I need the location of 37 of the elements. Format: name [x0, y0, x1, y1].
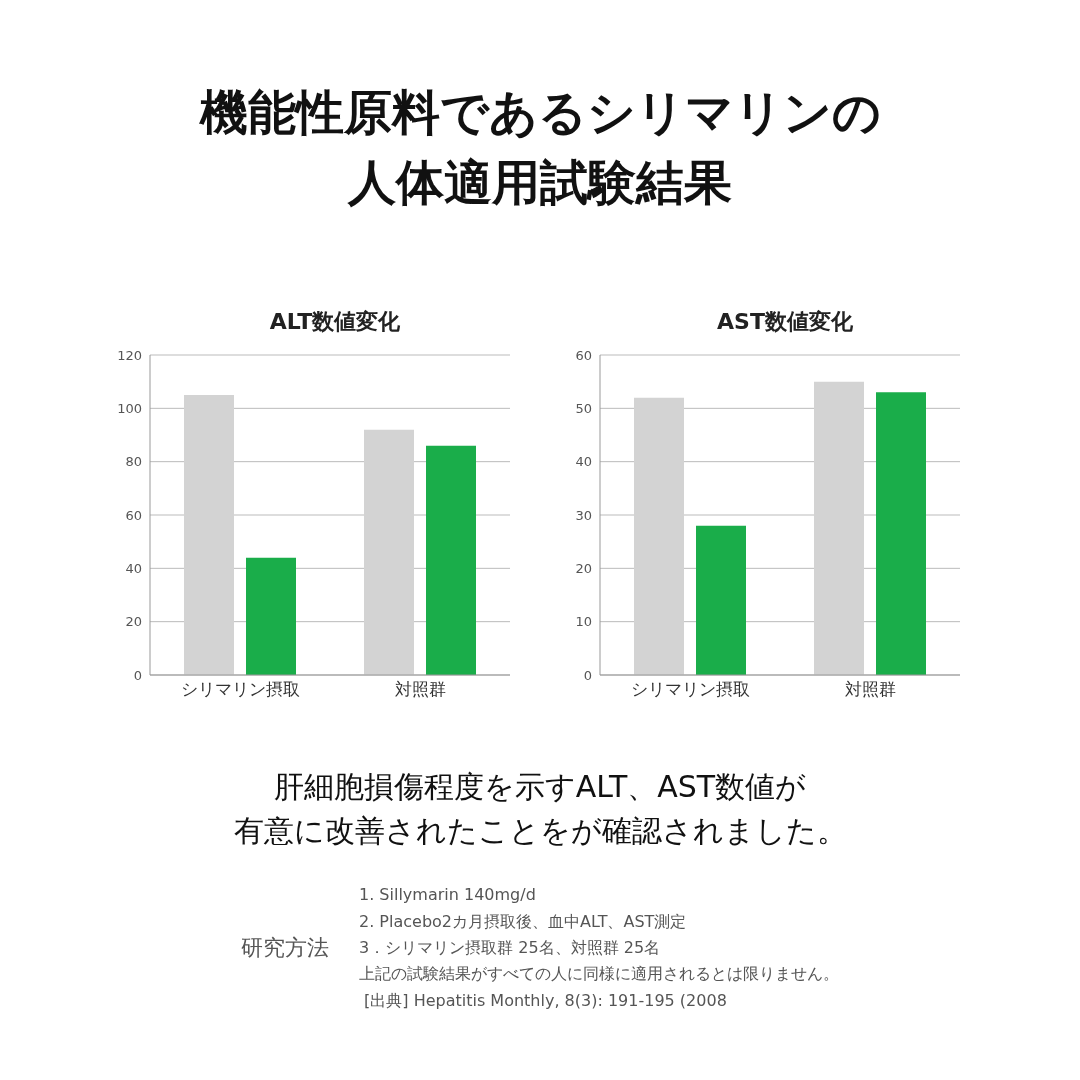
text: 上記の試験結果がすべての人に同様に適用されるとは限りません。 — [359, 963, 839, 986]
y-tick-label: 60 — [575, 347, 592, 363]
y-tick-label: 0 — [583, 667, 592, 683]
x-tick-label: シリマリン摂取 — [180, 679, 300, 700]
chart-title: ALT数値変化 — [268, 308, 401, 337]
y-tick-label: 60 — [125, 507, 142, 523]
bar — [634, 397, 684, 676]
x-tick-label: 対照群 — [844, 679, 896, 700]
y-tick-label: 80 — [125, 454, 142, 470]
text: [出典] Hepatitis Monthly, 8(3): 191-195 (2008 — [363, 989, 728, 1012]
y-tick-label: 10 — [575, 614, 592, 630]
text: 2. Placebo2カ月摂取後、血中ALT、AST測定 — [359, 910, 688, 933]
y-tick-label: 0 — [133, 667, 142, 683]
y-tick-label: 40 — [125, 561, 142, 577]
x-tick-label: 対照群 — [394, 679, 446, 700]
bar — [184, 395, 234, 676]
bar — [246, 557, 296, 676]
text: 機能性原料であるシリマリンの人体適用試験結果 — [198, 83, 882, 212]
text: 有意に改善されたことをが確認されました。 — [233, 811, 847, 850]
text: 1. Sillymarin 140mg/d — [359, 884, 537, 907]
text: 肝細胞損傷程度を示すALT、AST数値が — [273, 768, 807, 807]
y-tick-label: 120 — [117, 347, 142, 363]
bar — [876, 392, 926, 676]
chart-title: AST数値変化 — [716, 308, 853, 337]
y-tick-label: 100 — [117, 401, 142, 417]
text: 3．シリマリン摂取群 25名、対照群 25名 — [359, 936, 662, 959]
text: 研究方法 — [241, 934, 329, 963]
bar — [364, 429, 414, 676]
y-tick-label: 20 — [575, 561, 592, 577]
bar — [426, 445, 476, 676]
bar — [696, 525, 746, 676]
y-tick-label: 40 — [575, 454, 592, 470]
y-tick-label: 20 — [125, 614, 142, 630]
y-tick-label: 30 — [575, 507, 592, 523]
y-tick-label: 50 — [575, 401, 592, 417]
x-tick-label: シリマリン摂取 — [630, 679, 750, 700]
bar — [814, 381, 864, 676]
